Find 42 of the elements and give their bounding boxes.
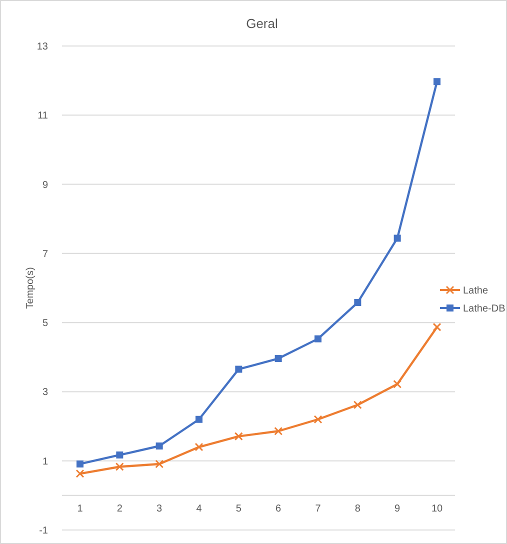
y-tick-label: 11 bbox=[38, 110, 48, 122]
point bbox=[434, 78, 440, 86]
y-tick-label: 9 bbox=[42, 180, 48, 191]
point bbox=[235, 366, 242, 373]
point bbox=[116, 451, 124, 458]
x-tick-label: 1 bbox=[77, 503, 84, 514]
point bbox=[76, 469, 84, 478]
point bbox=[393, 380, 402, 388]
x-tick-label: 8 bbox=[354, 503, 361, 514]
point bbox=[155, 460, 164, 468]
x-tick-label: 6 bbox=[276, 503, 282, 514]
y-tick-label: 7 bbox=[42, 248, 48, 260]
x-tick-label: 9 bbox=[394, 503, 401, 514]
point bbox=[354, 299, 362, 306]
point bbox=[234, 432, 243, 441]
legend-label: Lathe bbox=[463, 286, 488, 296]
x-tick-label: 7 bbox=[315, 503, 322, 514]
point bbox=[196, 416, 202, 423]
y-axis-title: Tempo(s) bbox=[25, 267, 36, 309]
point bbox=[76, 460, 84, 468]
x-tick-label: 10 bbox=[431, 503, 443, 514]
y-tick-label: 1 bbox=[42, 456, 48, 468]
point bbox=[194, 442, 204, 452]
point bbox=[314, 335, 322, 342]
point bbox=[274, 426, 283, 436]
chart-title: Geral bbox=[246, 16, 278, 31]
x-tick-label: 5 bbox=[236, 503, 242, 514]
point bbox=[432, 322, 442, 332]
y-tick-label: -1 bbox=[39, 526, 48, 536]
y-tick-label: 5 bbox=[42, 318, 48, 330]
y-tick-label: 3 bbox=[42, 387, 48, 398]
x-tick-label: 3 bbox=[156, 503, 163, 514]
point bbox=[274, 355, 282, 362]
x-tick-label: 4 bbox=[196, 503, 202, 514]
x-tick-label: 2 bbox=[116, 503, 123, 514]
point bbox=[115, 462, 124, 471]
point bbox=[353, 400, 362, 410]
point bbox=[394, 234, 401, 242]
point bbox=[314, 415, 322, 424]
legend-label: Lathe-DB bbox=[463, 304, 506, 314]
y-tick-label: 13 bbox=[36, 42, 48, 52]
point bbox=[156, 442, 163, 450]
